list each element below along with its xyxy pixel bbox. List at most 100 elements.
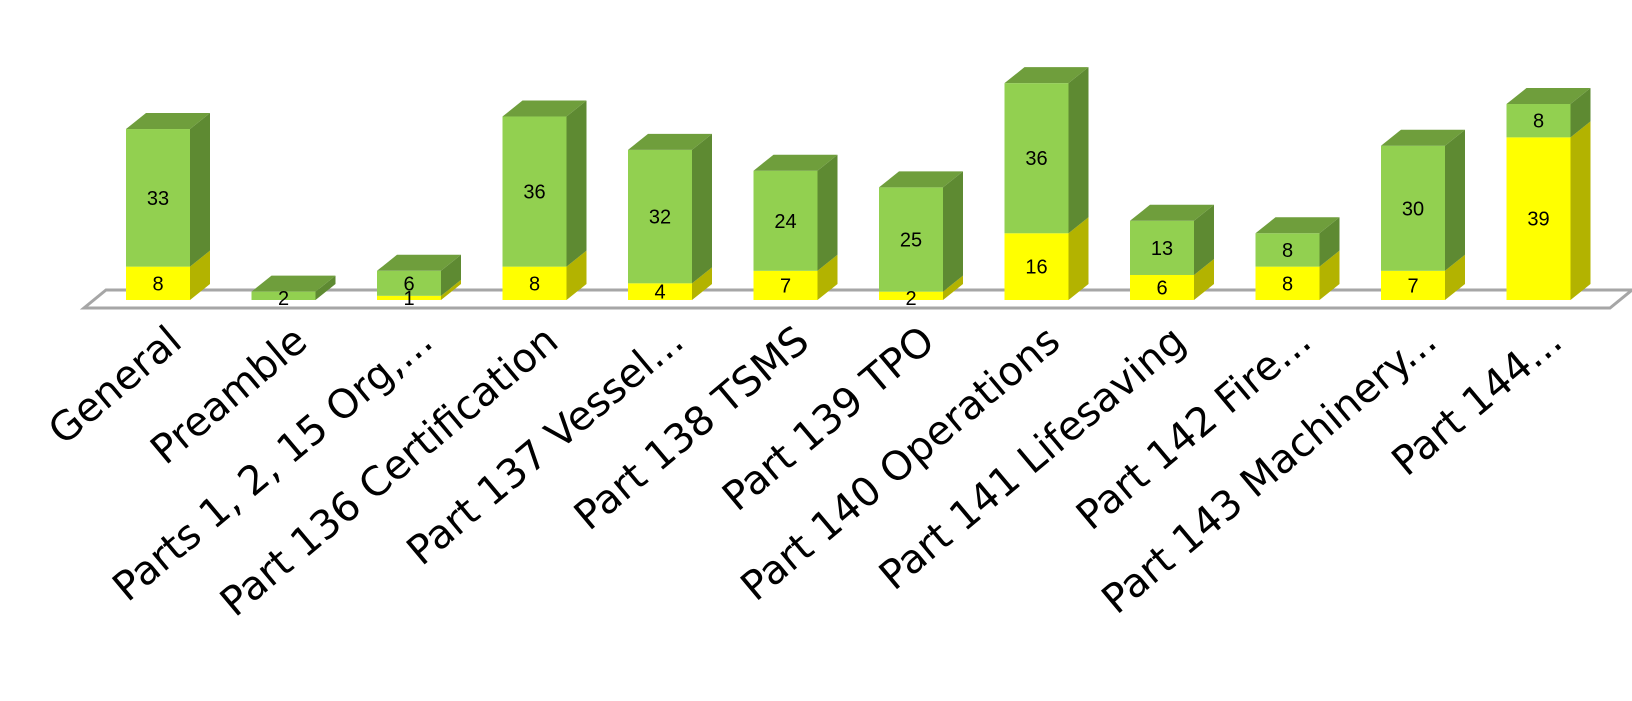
- bar-front-face: [879, 291, 943, 300]
- value-label-green-4: 32: [649, 207, 671, 229]
- bar-segment-yellow-9: [1255, 250, 1340, 300]
- bar-front-face: [502, 116, 567, 267]
- value-label-yellow-6: 2: [905, 288, 916, 310]
- bar-top-face: [1004, 67, 1089, 84]
- bar-side-face: [1570, 88, 1591, 138]
- bar-side-face: [1319, 217, 1340, 267]
- bar-front-face: [1381, 145, 1445, 271]
- bar-side-face: [943, 171, 963, 292]
- bar-top-face: [1506, 88, 1591, 105]
- bar-segment-green-10: [1381, 129, 1465, 271]
- value-label-green-11: 8: [1533, 111, 1544, 133]
- bar-front-face: [753, 270, 818, 300]
- value-label-yellow-4: 4: [654, 282, 665, 304]
- value-label-yellow-8: 6: [1156, 277, 1167, 299]
- bar-segment-yellow-11: [1506, 121, 1591, 301]
- bar-top-face: [377, 254, 461, 271]
- bar-front-face: [1004, 83, 1069, 234]
- bar-side-face: [817, 254, 838, 300]
- bar-segment-green-7: [1004, 67, 1089, 234]
- value-label-yellow-11: 39: [1527, 209, 1549, 231]
- bar-segment-yellow-2: [377, 279, 461, 300]
- bar-segment-yellow-5: [753, 254, 838, 300]
- value-label-yellow-5: 7: [780, 275, 791, 297]
- bar-segment-yellow-4: [628, 267, 712, 300]
- bar-segment-yellow-6: [879, 275, 963, 300]
- value-label-yellow-0: 8: [152, 273, 163, 295]
- value-label-green-9: 8: [1282, 240, 1293, 262]
- bar-front-face: [628, 283, 692, 300]
- bar-front-face: [1506, 104, 1571, 138]
- bar-side-face: [190, 113, 210, 267]
- bar-side-face: [692, 267, 712, 300]
- bar-segment-green-4: [628, 133, 712, 284]
- bar-front-face: [1004, 233, 1069, 300]
- bar-segment-green-8: [1130, 204, 1214, 275]
- bar-segment-green-2: [377, 254, 461, 296]
- category-label-6: Part 139 TPO: [714, 317, 943, 520]
- bar-side-face: [692, 133, 712, 284]
- bar-top-face: [753, 154, 838, 171]
- bar-segment-green-5: [753, 154, 838, 271]
- bar-side-face: [441, 279, 461, 300]
- bar-side-face: [1194, 204, 1214, 275]
- bar-front-face: [1130, 274, 1194, 300]
- bar-front-face: [628, 149, 692, 284]
- bar-side-face: [943, 275, 963, 300]
- value-label-green-2: 6: [403, 273, 414, 295]
- value-label-green-3: 36: [523, 182, 545, 204]
- chart-floor: [79, 288, 1632, 310]
- bar-segment-green-0: [126, 113, 210, 267]
- bar-segment-green-9: [1255, 217, 1340, 267]
- bar-side-face: [566, 100, 587, 267]
- bar-side-face: [1068, 67, 1089, 234]
- bar-top-face: [879, 171, 963, 188]
- bar-segment-green-3: [502, 100, 587, 267]
- bar-front-face: [879, 187, 943, 292]
- bar-side-face: [1194, 258, 1214, 300]
- bar-front-face: [753, 170, 818, 271]
- bar-side-face: [1068, 217, 1089, 300]
- value-label-yellow-7: 16: [1025, 257, 1047, 279]
- bars-group: [126, 67, 1591, 301]
- value-label-yellow-9: 8: [1282, 273, 1293, 295]
- bar-side-face: [1445, 254, 1465, 300]
- bar-segment-green-1: [251, 275, 336, 300]
- value-label-green-8: 13: [1151, 238, 1173, 260]
- bar-top-face: [502, 100, 587, 117]
- value-label-green-1: 2: [278, 288, 289, 310]
- bar-side-face: [1445, 129, 1465, 271]
- bar-front-face: [502, 266, 567, 300]
- bar-top-face: [1381, 129, 1465, 146]
- bar-front-face: [1255, 266, 1320, 300]
- value-label-green-6: 25: [900, 230, 922, 252]
- bar-front-face: [1255, 233, 1320, 267]
- bar-side-face: [315, 275, 336, 300]
- bar-side-face: [817, 154, 838, 271]
- bar-front-face: [377, 295, 441, 300]
- bar-top-face: [126, 113, 210, 130]
- value-label-yellow-10: 7: [1407, 275, 1418, 297]
- floor-plane: [79, 288, 1632, 310]
- bar-segment-yellow-0: [126, 250, 210, 300]
- value-label-green-0: 33: [147, 188, 169, 210]
- value-label-yellow-3: 8: [529, 273, 540, 295]
- value-label-green-7: 36: [1025, 148, 1047, 170]
- bar-side-face: [1570, 121, 1591, 301]
- value-label-green-10: 30: [1402, 198, 1424, 220]
- bar-front-face: [126, 129, 190, 267]
- bar-front-face: [1381, 270, 1445, 300]
- bar-segment-green-6: [879, 171, 963, 292]
- bar-top-face: [1255, 217, 1340, 234]
- value-label-green-5: 24: [774, 211, 796, 233]
- bar-side-face: [1319, 250, 1340, 300]
- bar-segment-yellow-7: [1004, 217, 1089, 300]
- bar-segment-green-11: [1506, 88, 1591, 138]
- bar-side-face: [190, 250, 210, 300]
- bar-side-face: [441, 254, 461, 296]
- bar-front-face: [126, 266, 190, 300]
- bar-top-face: [628, 133, 712, 150]
